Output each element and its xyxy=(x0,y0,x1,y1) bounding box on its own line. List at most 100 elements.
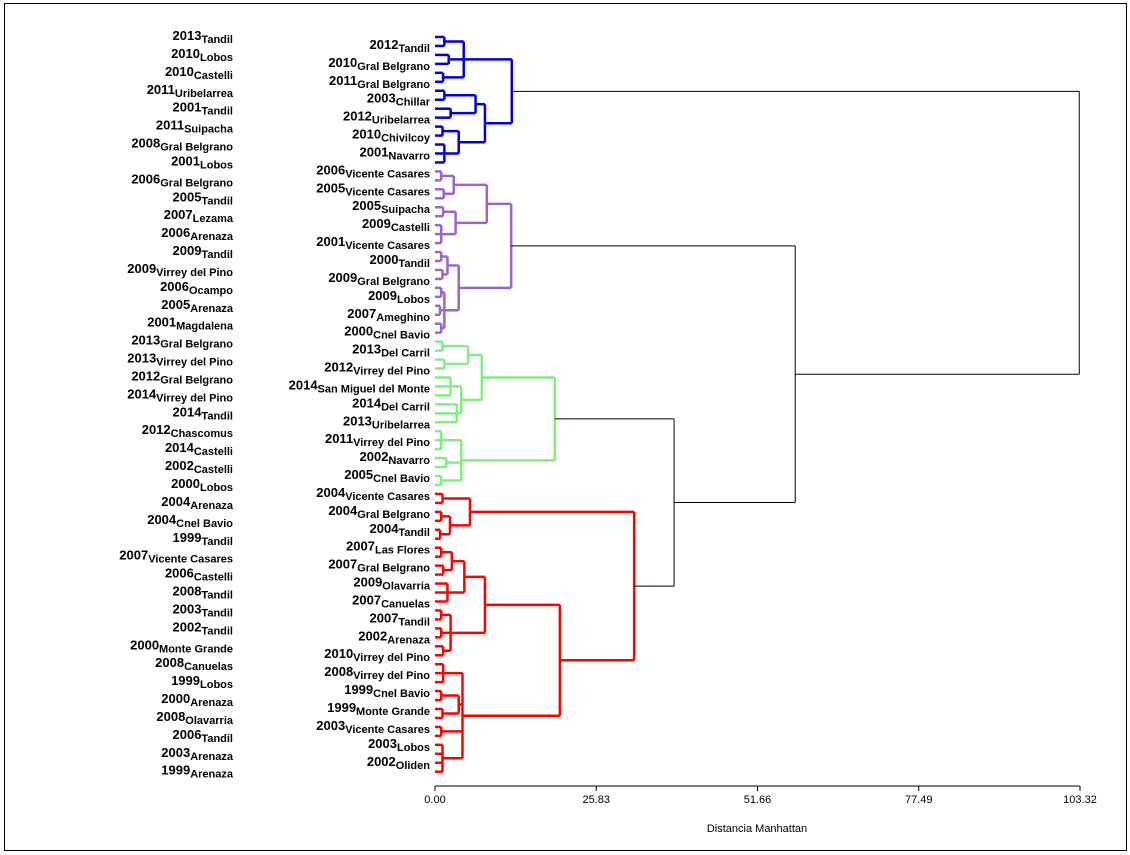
leaf-label: 2009Castelli xyxy=(362,217,430,234)
leaf-year: 2002 xyxy=(358,629,387,644)
leaf-name: Gral Belgrano xyxy=(160,339,233,351)
leaf-name: Chascomus xyxy=(171,428,233,440)
leaf-name: Virrey del Pino xyxy=(353,437,430,449)
leaf-name: Oliden xyxy=(396,760,431,772)
leaf-label: 2007Ameghino xyxy=(347,306,430,323)
leaf-label: 2002Arenaza xyxy=(358,629,431,646)
leaf-label: 2010Virrey del Pino xyxy=(324,647,430,664)
leaf-label: 2008Tandil xyxy=(173,584,234,601)
leaf-label: 2002Castelli xyxy=(165,459,233,476)
leaf-label: 2006Ocampo xyxy=(160,279,233,296)
leaf-name: Gral Belgrano xyxy=(357,276,430,288)
leaf-year: 2008 xyxy=(155,656,184,671)
leaf-year: 2003 xyxy=(161,745,190,760)
leaf-name: Uribelarrea xyxy=(175,88,234,100)
leaf-label: 2003Lobos xyxy=(368,736,430,753)
leaf-year: 2007 xyxy=(164,208,193,223)
leaf-label: 2002Oliden xyxy=(367,754,430,771)
leaf-label: 2004Cnel Bavio xyxy=(147,512,233,529)
leaf-name: Tandil xyxy=(398,258,430,270)
leaf-label: 2001Vicente Casares xyxy=(316,235,430,252)
leaf-year: 2008 xyxy=(156,709,185,724)
leaf-name: Virrey del Pino xyxy=(353,670,430,682)
leaf-year: 1999 xyxy=(173,530,202,545)
leaf-label: 2003Vicente Casares xyxy=(316,718,430,735)
leaf-year: 2012 xyxy=(131,369,160,384)
leaf-year: 2005 xyxy=(344,467,373,482)
leaf-name: Castelli xyxy=(194,464,233,476)
leaf-name: Vicente Casares xyxy=(345,491,430,503)
leaf-label: 2007Las Flores xyxy=(346,539,430,556)
leaf-name: Cnel Bavio xyxy=(373,330,430,342)
leaf-name: Tandil xyxy=(201,536,233,548)
leaf-name: Del Carril xyxy=(381,401,430,413)
leaf-label: 2002Navarro xyxy=(360,450,431,467)
leaf-label: 2014Castelli xyxy=(165,441,233,458)
leaf-name: Vicente Casares xyxy=(148,554,233,566)
leaf-name: Lobos xyxy=(200,52,233,64)
leaf-name: Gral Belgrano xyxy=(160,141,233,153)
leaf-year: 2013 xyxy=(173,28,202,43)
leaf-name: Castelli xyxy=(194,572,233,584)
leaf-name: Uribelarrea xyxy=(372,115,431,127)
leaf-name: Canuelas xyxy=(184,661,233,673)
leaf-year: 2014 xyxy=(289,378,319,393)
x-tick-label: 77.49 xyxy=(905,794,933,806)
leaf-name: Lobos xyxy=(397,742,430,754)
leaf-year: 2009 xyxy=(127,261,156,276)
leaf-name: Cnel Bavio xyxy=(373,473,430,485)
leaf-year: 2010 xyxy=(352,127,381,142)
leaf-label: 2005Tandil xyxy=(173,190,234,207)
leaf-name: Lobos xyxy=(200,679,233,691)
leaf-name: Arenaza xyxy=(190,751,234,763)
leaf-year: 2007 xyxy=(346,539,375,554)
leaf-name: Arenaza xyxy=(190,500,234,512)
leaf-label: 2009Gral Belgrano xyxy=(328,270,430,287)
leaf-label: 2011Suipacha xyxy=(156,118,234,135)
leaf-year: 2014 xyxy=(173,405,203,420)
leaf-label: 2008Olavarria xyxy=(156,709,234,726)
leaf-label: 2014Virrey del Pino xyxy=(127,387,233,404)
leaf-year: 2005 xyxy=(173,190,202,205)
leaf-label: 1999Monte Grande xyxy=(327,700,430,717)
leaf-name: Gral Belgrano xyxy=(357,509,430,521)
leaf-name: Tandil xyxy=(201,249,233,261)
leaf-label: 2006Vicente Casares xyxy=(316,163,430,180)
x-tick-label: 103.32 xyxy=(1063,794,1097,806)
leaf-name: Olavarria xyxy=(185,715,234,727)
leaf-label: 2012Tandil xyxy=(370,37,431,54)
leaf-label: 2013Uribelarrea xyxy=(343,414,431,431)
leaf-year: 2010 xyxy=(328,55,357,70)
leaf-name: Arenaza xyxy=(387,634,431,646)
leaf-label: 2001Navarro xyxy=(360,145,431,162)
leaf-year: 2000 xyxy=(130,638,159,653)
leaf-year: 2008 xyxy=(131,136,160,151)
leaf-name: Lobos xyxy=(200,159,233,171)
leaf-name: Tandil xyxy=(201,195,233,207)
frame xyxy=(4,3,1127,851)
leaf-name: Arenaza xyxy=(190,769,234,781)
leaf-label: 1999Cnel Bavio xyxy=(344,683,430,700)
leaf-label: 2010Castelli xyxy=(165,64,233,81)
leaf-name: Vicente Casares xyxy=(345,240,430,252)
leaf-year: 2004 xyxy=(316,485,346,500)
leaf-name: Tandil xyxy=(398,43,430,55)
leaf-year: 2012 xyxy=(142,423,171,438)
leaf-label: 2014San Miguel del Monte xyxy=(289,378,430,395)
leaf-name: Olavarria xyxy=(382,580,431,592)
leaf-year: 2001 xyxy=(147,315,176,330)
leaf-name: Gral Belgrano xyxy=(160,177,233,189)
leaf-label: 2000Arenaza xyxy=(161,691,234,708)
leaf-name: Lobos xyxy=(397,294,430,306)
leaf-label: 2006Tandil xyxy=(173,727,234,744)
leaf-label: 2007Gral Belgrano xyxy=(328,557,430,574)
leaf-label: 2004Vicente Casares xyxy=(316,485,430,502)
leaf-name: Canuelas xyxy=(381,598,430,610)
leaf-name: Vicente Casares xyxy=(345,186,430,198)
leaf-year: 2010 xyxy=(324,647,353,662)
leaf-year: 1999 xyxy=(327,700,356,715)
leaf-name: Arenaza xyxy=(190,303,234,315)
leaf-label: 2008Canuelas xyxy=(155,656,233,673)
leaf-year: 2013 xyxy=(343,414,372,429)
leaf-name: Tandil xyxy=(201,625,233,637)
